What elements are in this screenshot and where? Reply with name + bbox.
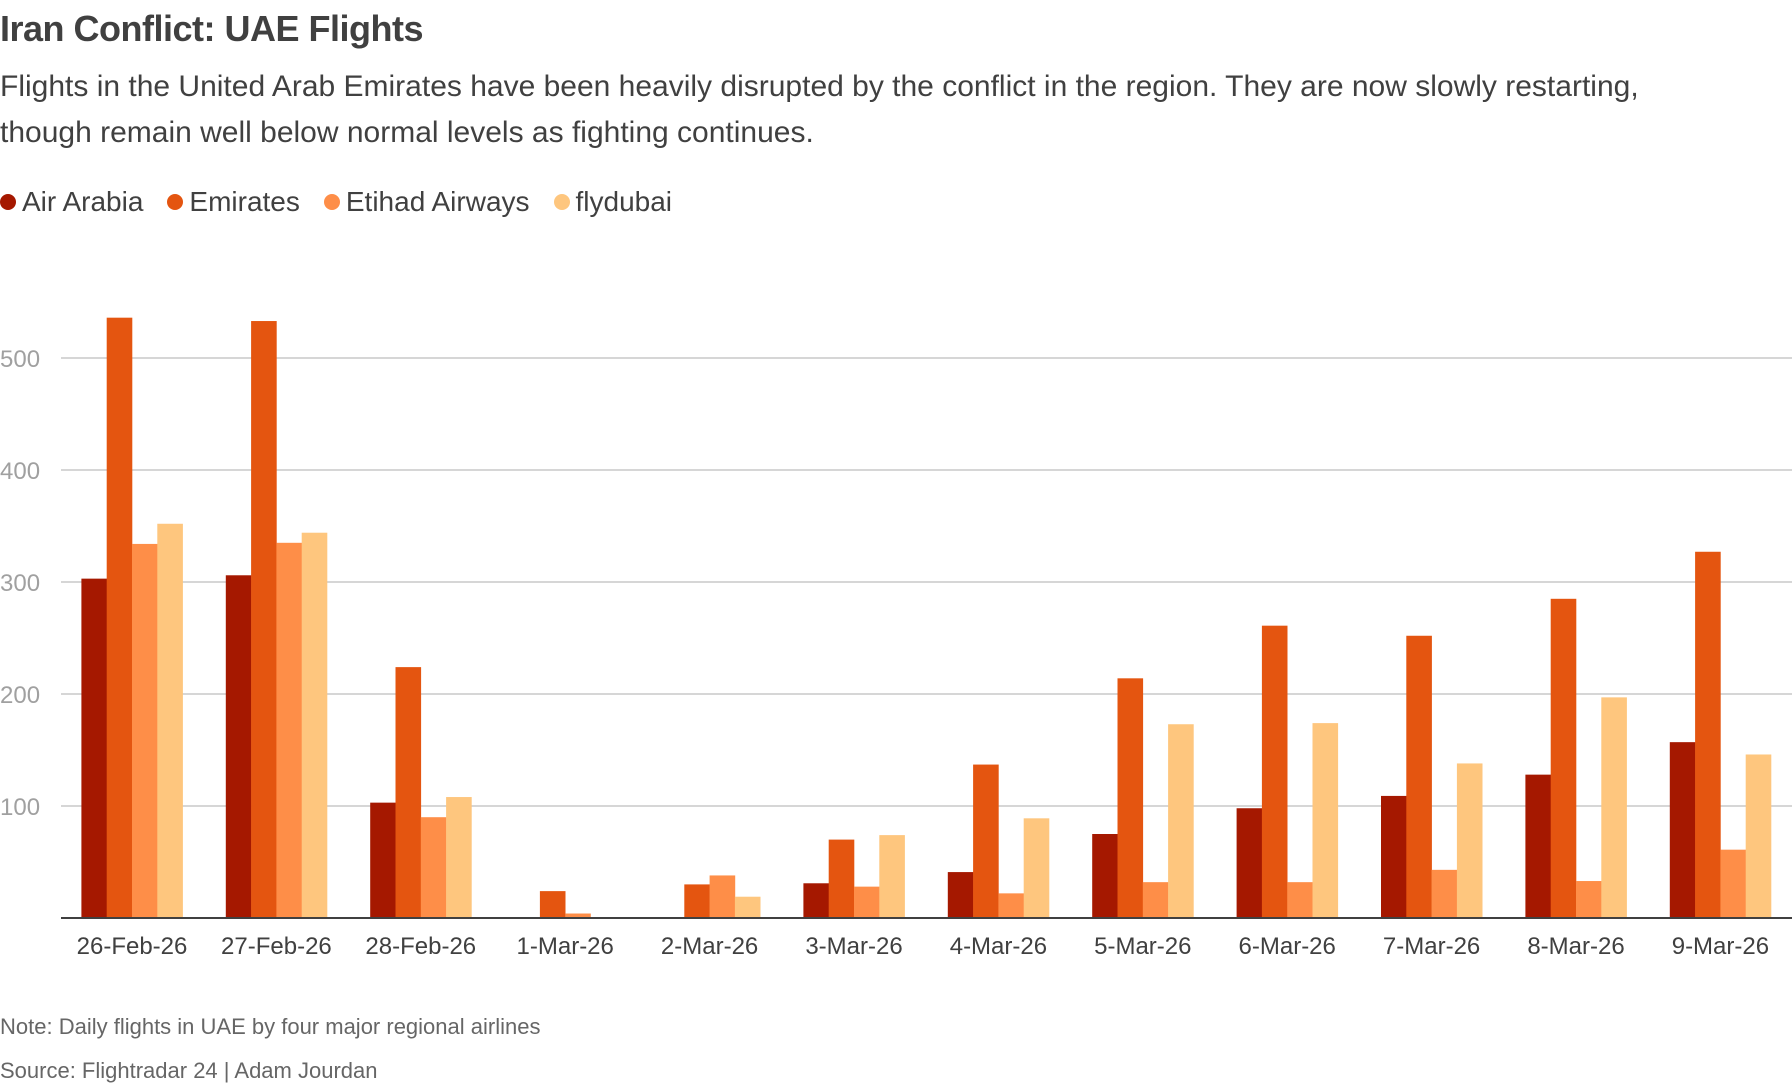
bar-emirates [1550, 598, 1577, 918]
chart-source: Source: Flightradar 24 | Adam Jourdan [0, 1058, 378, 1083]
legend-dot-icon [167, 194, 184, 210]
bar-flydubai [734, 896, 761, 918]
bar-etihad-airways [276, 542, 302, 918]
bar-air-arabia [1381, 795, 1407, 918]
bar-etihad-airways [565, 913, 591, 918]
bar-flydubai [446, 797, 472, 918]
bar-emirates [1117, 678, 1144, 918]
legend-item: Emirates [167, 186, 300, 218]
bar-emirates [106, 317, 133, 918]
bar-etihad-airways [132, 543, 158, 918]
bar-air-arabia [370, 802, 396, 918]
bar-flydubai [1312, 723, 1339, 918]
chart-title: Iran Conflict: UAE Flights [0, 8, 424, 49]
y-tick-label: 300 [0, 570, 40, 597]
bar-flydubai [157, 523, 183, 918]
bar-air-arabia [81, 578, 107, 918]
bar-air-arabia [1092, 834, 1118, 918]
bar-etihad-airways [1576, 881, 1602, 918]
legend-label: Emirates [189, 186, 300, 217]
bar-etihad-airways [998, 893, 1024, 918]
legend-label: Etihad Airways [345, 186, 530, 217]
bar-emirates [1695, 551, 1721, 918]
x-tick-label: 6-Mar-26 [1239, 933, 1336, 960]
bar-etihad-airways [709, 875, 736, 918]
bar-etihad-airways [1720, 849, 1746, 918]
x-tick-label: 28-Feb-26 [365, 933, 476, 960]
bar-air-arabia [1236, 808, 1263, 918]
bar-flydubai [879, 835, 905, 918]
legend: Air Arabia Emirates Etihad Airways flydubai [0, 186, 672, 218]
chart-note: Note: Daily flights in UAE by four major… [0, 1014, 541, 1039]
x-tick-label: 9-Mar-26 [1672, 933, 1769, 960]
legend-item: flydubai [553, 186, 673, 218]
bar-flydubai [1601, 697, 1627, 918]
bar-etihad-airways [1431, 869, 1458, 918]
legend-item: Etihad Airways [323, 186, 530, 218]
legend-dot-icon [323, 194, 340, 210]
bar-emirates [251, 321, 277, 918]
bar-flydubai [1745, 754, 1772, 918]
x-tick-label: 3-Mar-26 [805, 933, 902, 960]
x-tick-label: 26-Feb-26 [77, 933, 188, 960]
x-tick-label: 5-Mar-26 [1094, 933, 1191, 960]
bar-etihad-airways [1142, 882, 1169, 918]
chart-subtitle: Flights in the United Arab Emirates have… [0, 70, 1639, 149]
bar-etihad-airways [854, 886, 880, 918]
x-tick-label: 8-Mar-26 [1527, 933, 1624, 960]
legend-item: Air Arabia [0, 186, 143, 218]
bar-emirates [539, 891, 566, 918]
bar-chart: 100 200 300 400 500 26-Feb-26 27-Feb-26 28-Feb-… [0, 317, 1792, 960]
bar-emirates [1406, 635, 1432, 918]
x-tick-label: 4-Mar-26 [950, 933, 1047, 960]
y-tick-label: 500 [0, 346, 40, 373]
bar-emirates [828, 839, 855, 918]
x-tick-label: 2-Mar-26 [661, 933, 758, 960]
bar-flydubai [1023, 818, 1050, 918]
legend-label: Air Arabia [22, 186, 144, 217]
bar-etihad-airways [420, 817, 447, 918]
bar-emirates [395, 667, 422, 918]
bar-air-arabia [1525, 774, 1551, 918]
legend-label: flydubai [575, 186, 673, 217]
bar-flydubai [1456, 763, 1483, 918]
bar-air-arabia [1669, 742, 1696, 918]
x-tick-label: 1-Mar-26 [517, 933, 614, 960]
y-tick-label: 200 [0, 682, 40, 709]
bar-emirates [684, 884, 710, 918]
x-tick-label: 27-Feb-26 [221, 933, 332, 960]
legend-dot-icon [0, 194, 16, 210]
y-tick-label: 400 [0, 458, 40, 485]
bar-etihad-airways [1287, 882, 1313, 918]
legend-dot-icon [553, 194, 570, 210]
y-tick-label: 100 [0, 794, 40, 821]
bar-air-arabia [803, 883, 829, 918]
bar-emirates [973, 764, 999, 918]
x-tick-label: 7-Mar-26 [1383, 933, 1480, 960]
bar-flydubai [1168, 724, 1194, 918]
bar-flydubai [301, 532, 328, 918]
bar-air-arabia [947, 872, 974, 918]
bar-emirates [1261, 625, 1288, 918]
bar-air-arabia [225, 575, 252, 918]
